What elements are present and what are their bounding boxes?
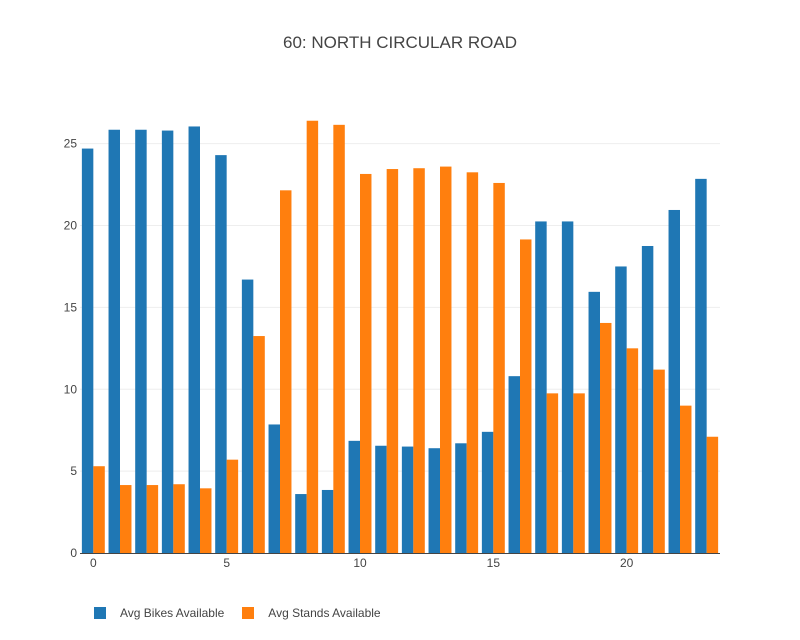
bar-bikes[interactable]: [455, 443, 467, 553]
bar-bikes[interactable]: [108, 129, 120, 553]
x-tick-label: 10: [353, 556, 367, 570]
bar-stands[interactable]: [333, 124, 345, 553]
bar-stands[interactable]: [520, 239, 532, 553]
bar-bikes[interactable]: [161, 130, 174, 554]
bar-bikes[interactable]: [215, 155, 227, 553]
bar-stands[interactable]: [413, 168, 425, 553]
bar-stands[interactable]: [546, 393, 559, 553]
grid-lines: [80, 143, 720, 472]
bars: [81, 120, 719, 554]
bar-stands[interactable]: [200, 488, 212, 553]
x-tick-label: 20: [620, 556, 634, 570]
y-tick-label: 15: [64, 300, 78, 314]
legend-item-stands[interactable]: Avg Stands Available: [242, 606, 381, 620]
bar-bikes[interactable]: [375, 445, 387, 553]
bar-stands[interactable]: [226, 459, 239, 553]
bar-bikes[interactable]: [561, 221, 574, 553]
bar-stands[interactable]: [573, 393, 585, 553]
bar-stands[interactable]: [93, 466, 105, 553]
bar-stands[interactable]: [680, 405, 692, 553]
legend-swatch-stands: [242, 607, 255, 619]
bar-bikes[interactable]: [135, 129, 147, 553]
axes: 0 5 10 15 20 25 0 5 10 15 20: [64, 137, 720, 570]
legend-swatch-bikes: [94, 607, 106, 619]
y-tick-label: 10: [64, 382, 78, 396]
bar-bikes[interactable]: [641, 245, 654, 553]
bar-bikes[interactable]: [668, 209, 680, 553]
legend-label-bikes: Avg Bikes Available: [120, 606, 225, 620]
x-tick-label: 0: [90, 556, 97, 570]
bar-stands[interactable]: [386, 169, 399, 554]
bar-stands[interactable]: [466, 172, 479, 554]
bar-stands[interactable]: [653, 369, 665, 553]
bar-stands[interactable]: [306, 120, 319, 553]
bar-stands[interactable]: [173, 484, 185, 553]
bar-bikes[interactable]: [268, 424, 280, 553]
bar-bikes[interactable]: [188, 126, 200, 553]
bar-bikes[interactable]: [428, 448, 440, 553]
x-tick-label: 5: [223, 556, 230, 570]
bar-bikes[interactable]: [241, 279, 254, 553]
bar-stands[interactable]: [120, 485, 132, 553]
y-tick-label: 0: [70, 546, 77, 560]
bar-bikes[interactable]: [695, 178, 707, 553]
x-tick-label: 15: [487, 556, 501, 570]
bar-stands[interactable]: [706, 436, 719, 553]
bar-stands[interactable]: [493, 182, 505, 553]
bar-bikes[interactable]: [535, 221, 547, 553]
bar-stands[interactable]: [440, 166, 452, 554]
bar-stands[interactable]: [360, 173, 372, 553]
bar-stands[interactable]: [280, 190, 292, 554]
bar-stands[interactable]: [146, 485, 159, 553]
legend-label-stands: Avg Stands Available: [268, 606, 381, 620]
bar-bikes[interactable]: [401, 446, 414, 553]
bar-stands[interactable]: [253, 336, 265, 553]
bar-bikes[interactable]: [348, 440, 360, 553]
y-tick-label: 20: [64, 219, 78, 233]
legend-item-bikes[interactable]: Avg Bikes Available: [94, 606, 224, 620]
bar-bikes[interactable]: [321, 489, 334, 553]
bar-stands[interactable]: [600, 322, 612, 553]
legend: Avg Bikes Available Avg Stands Available: [94, 606, 399, 620]
y-tick-label: 25: [64, 137, 78, 151]
bar-bikes[interactable]: [481, 431, 494, 553]
bar-bikes[interactable]: [615, 266, 627, 553]
y-tick-label: 5: [70, 464, 77, 478]
bar-bikes[interactable]: [81, 148, 94, 554]
bar-bikes[interactable]: [588, 291, 600, 553]
bar-bikes[interactable]: [295, 494, 307, 553]
chart-title: 60: NORTH CIRCULAR ROAD: [283, 33, 517, 52]
bar-bikes[interactable]: [508, 376, 520, 553]
bar-stands[interactable]: [626, 348, 639, 553]
